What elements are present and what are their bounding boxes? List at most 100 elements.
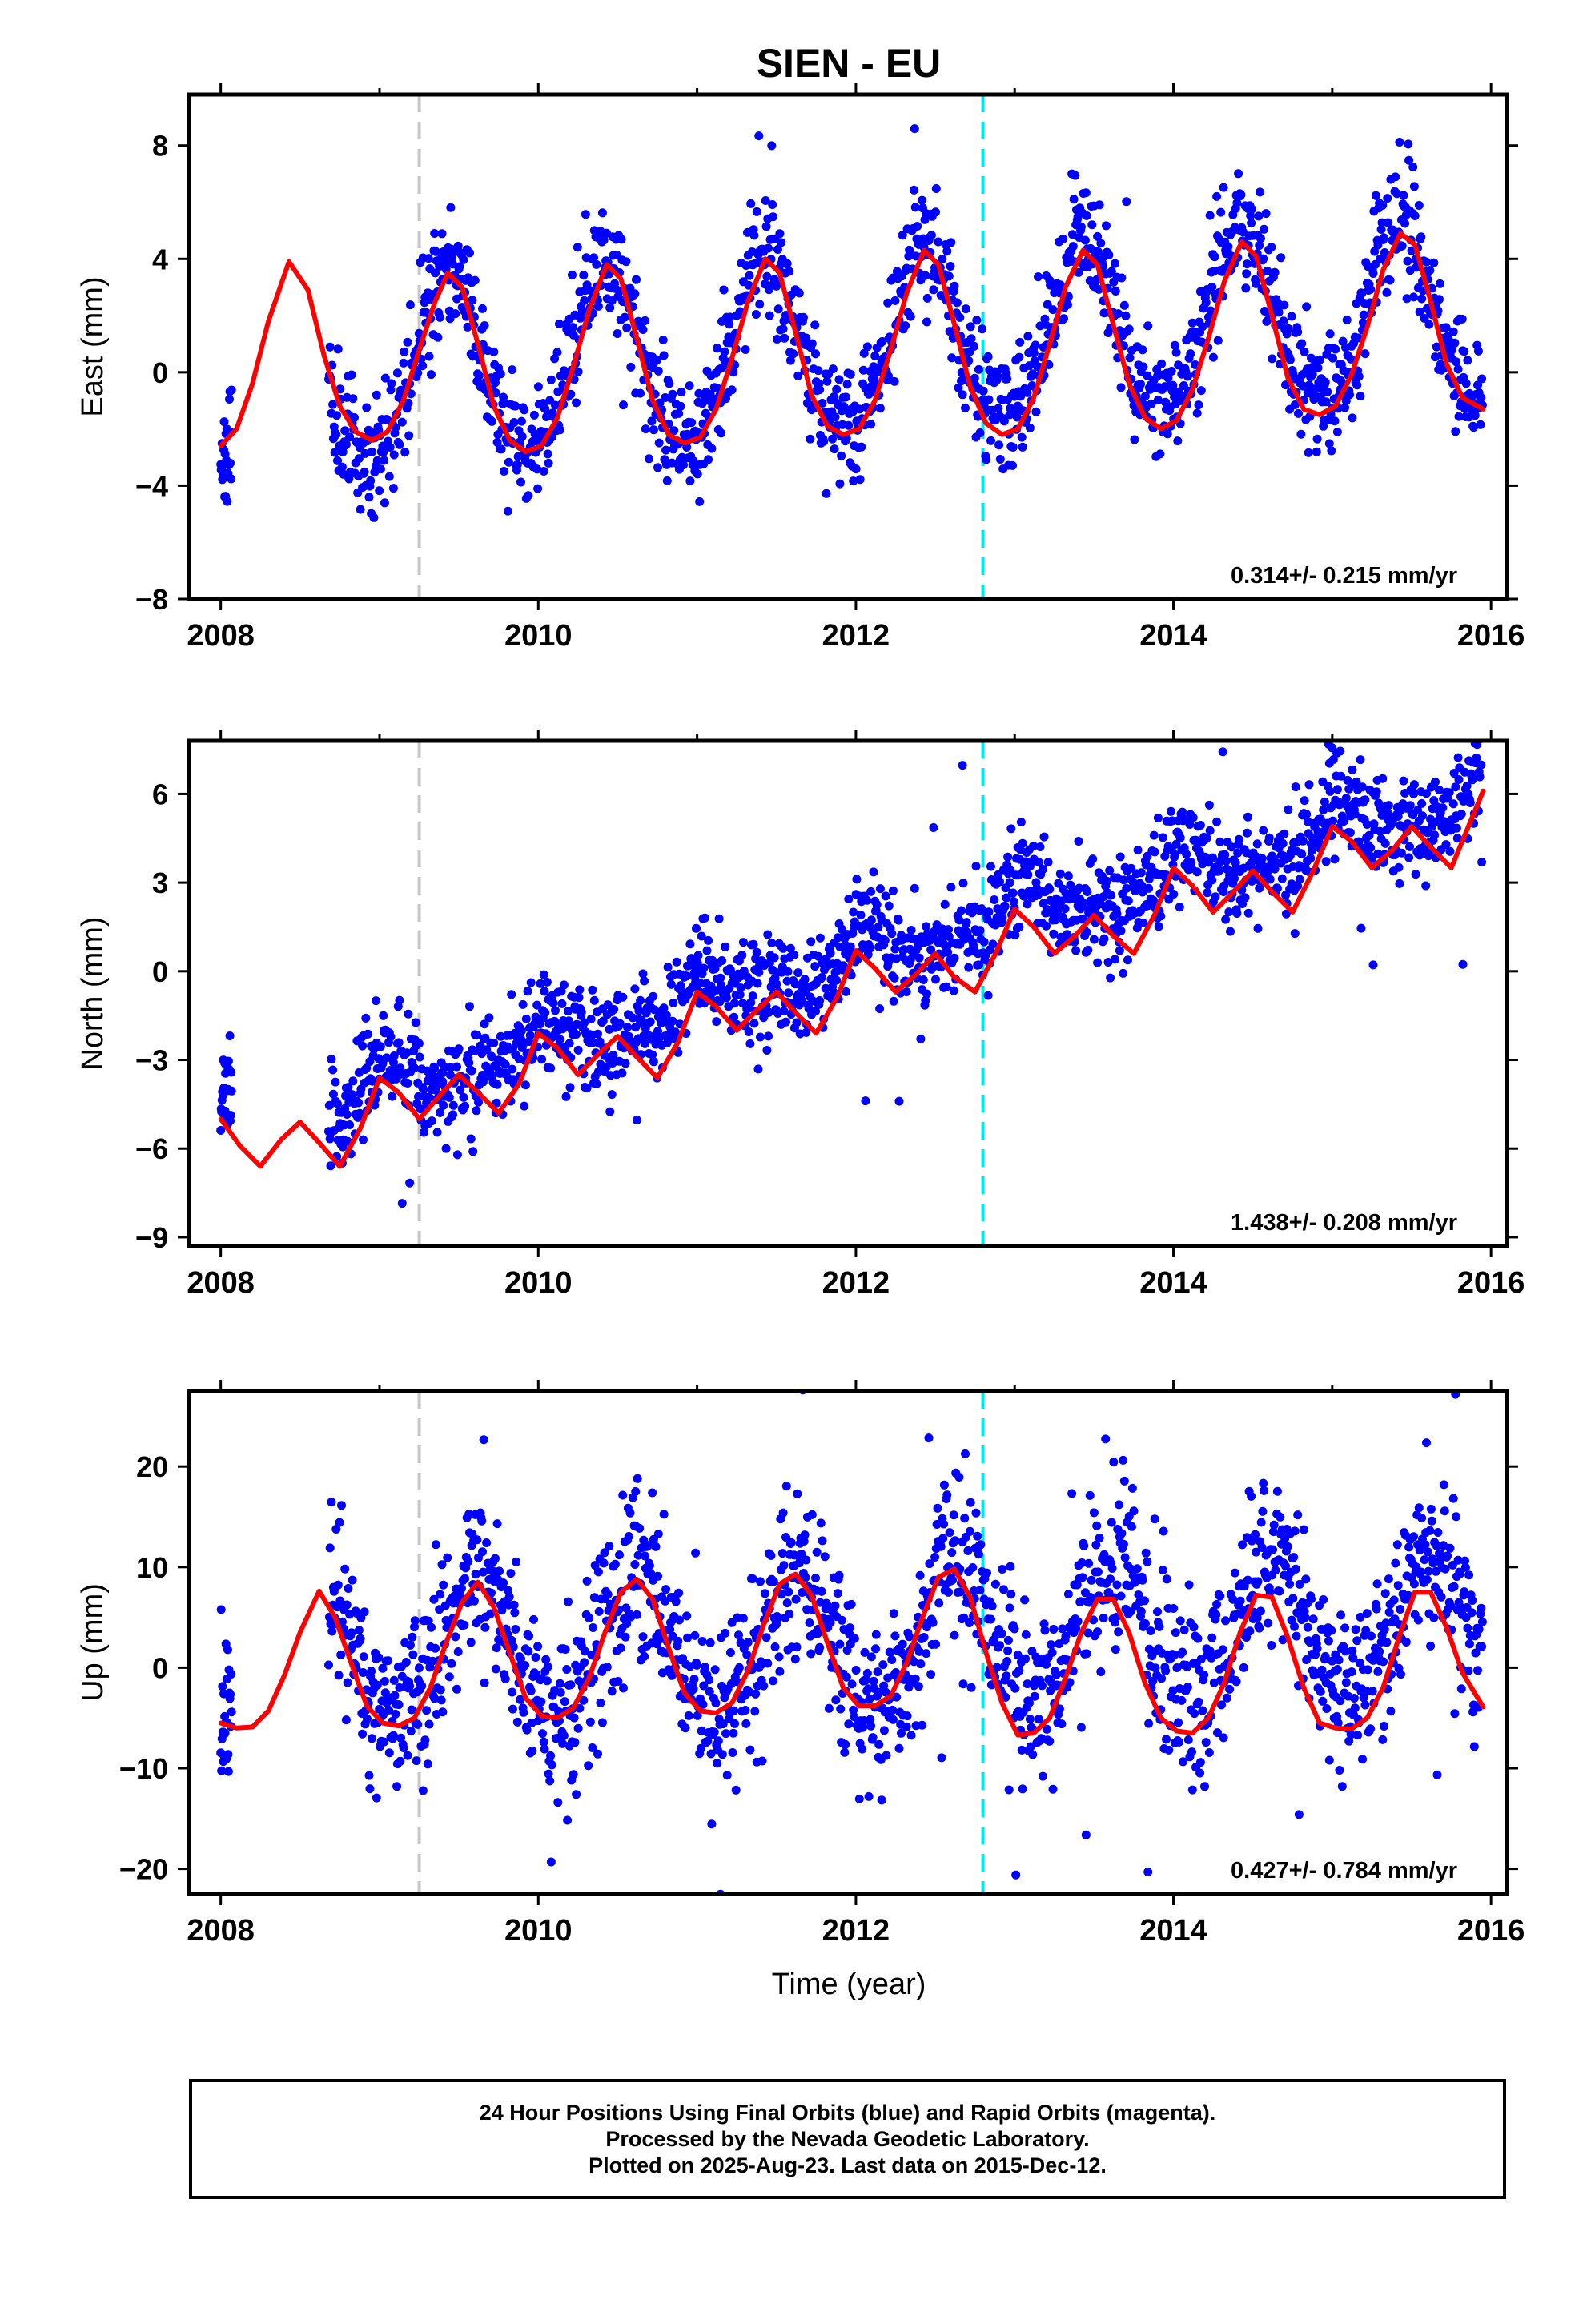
data-point xyxy=(1417,294,1427,304)
data-point xyxy=(751,1689,761,1699)
data-point xyxy=(1270,864,1280,874)
data-point xyxy=(335,384,345,394)
data-point xyxy=(1251,1530,1260,1539)
data-point xyxy=(877,1795,886,1805)
data-point xyxy=(1111,955,1119,964)
data-point xyxy=(714,914,724,923)
data-point xyxy=(1404,139,1413,149)
data-point xyxy=(540,404,550,413)
data-point xyxy=(1359,310,1368,320)
data-point xyxy=(782,259,792,268)
data-point xyxy=(947,353,957,363)
data-point xyxy=(1382,287,1392,297)
data-point xyxy=(702,946,712,955)
data-point xyxy=(697,931,706,941)
data-point xyxy=(884,372,893,381)
data-point xyxy=(344,1584,353,1593)
data-point xyxy=(372,456,382,465)
data-point xyxy=(1042,1724,1051,1734)
data-point xyxy=(1234,169,1243,179)
data-point xyxy=(846,369,855,379)
data-point xyxy=(938,1534,948,1543)
data-point xyxy=(1458,959,1468,969)
data-point xyxy=(1114,309,1123,319)
data-point xyxy=(1163,373,1173,383)
data-point xyxy=(424,352,434,361)
data-point xyxy=(743,1638,753,1647)
data-point xyxy=(783,967,793,976)
data-point xyxy=(833,1589,842,1598)
data-point xyxy=(219,417,229,427)
data-point xyxy=(1323,387,1332,396)
data-point xyxy=(668,389,677,399)
data-point xyxy=(973,1531,982,1541)
data-point xyxy=(760,1589,769,1598)
data-point xyxy=(855,475,865,485)
data-point xyxy=(990,895,999,904)
data-point xyxy=(840,1747,850,1757)
data-point xyxy=(342,1110,352,1119)
data-point xyxy=(1119,1455,1128,1465)
data-point xyxy=(1256,1518,1266,1527)
data-point xyxy=(540,987,549,996)
data-point xyxy=(810,320,820,330)
data-point xyxy=(894,1096,904,1106)
data-point xyxy=(1312,447,1321,456)
data-point xyxy=(369,513,379,522)
data-point xyxy=(1230,1568,1239,1578)
data-point xyxy=(526,978,536,987)
data-point xyxy=(389,1675,399,1685)
data-point xyxy=(466,1134,476,1144)
data-point xyxy=(1034,272,1043,282)
data-point xyxy=(452,1684,461,1694)
data-point xyxy=(354,1626,364,1635)
data-point xyxy=(1391,172,1400,182)
data-point xyxy=(1473,380,1482,390)
data-point xyxy=(1116,383,1126,392)
data-point xyxy=(1450,338,1460,348)
data-point xyxy=(1055,280,1065,290)
data-point xyxy=(749,231,759,240)
data-point xyxy=(1195,821,1205,830)
data-point xyxy=(1245,1626,1255,1636)
data-point xyxy=(633,1474,642,1483)
data-point xyxy=(1099,934,1109,943)
data-point xyxy=(638,969,648,979)
data-point xyxy=(589,1623,598,1632)
data-point xyxy=(1169,1604,1179,1613)
data-point xyxy=(1073,1617,1083,1626)
data-point xyxy=(380,1676,389,1686)
data-point xyxy=(436,312,444,322)
data-point xyxy=(478,304,487,313)
data-point xyxy=(607,1687,617,1696)
data-point xyxy=(695,497,705,506)
data-point xyxy=(860,1647,870,1657)
data-point xyxy=(894,915,903,925)
data-point xyxy=(1039,1619,1049,1629)
data-point xyxy=(362,403,372,412)
data-point xyxy=(360,467,369,476)
data-point xyxy=(1106,891,1115,900)
data-point xyxy=(784,988,794,998)
data-point xyxy=(1174,1718,1183,1727)
data-point xyxy=(408,1632,417,1642)
data-point xyxy=(765,311,774,320)
data-point xyxy=(721,942,730,951)
data-point xyxy=(430,1694,440,1703)
data-point xyxy=(1269,854,1279,863)
data-point xyxy=(453,241,463,251)
data-point xyxy=(822,489,831,498)
data-point xyxy=(932,1520,942,1529)
data-point xyxy=(1400,219,1410,228)
data-point xyxy=(964,963,974,972)
data-point xyxy=(1366,284,1376,294)
data-point xyxy=(1394,862,1404,872)
data-point xyxy=(976,1540,986,1550)
data-point xyxy=(640,976,649,986)
data-point xyxy=(1017,1745,1027,1755)
data-point xyxy=(1096,239,1106,248)
data-point xyxy=(420,1735,430,1745)
data-point xyxy=(687,418,697,428)
data-point xyxy=(719,285,729,295)
data-point xyxy=(404,1009,413,1019)
